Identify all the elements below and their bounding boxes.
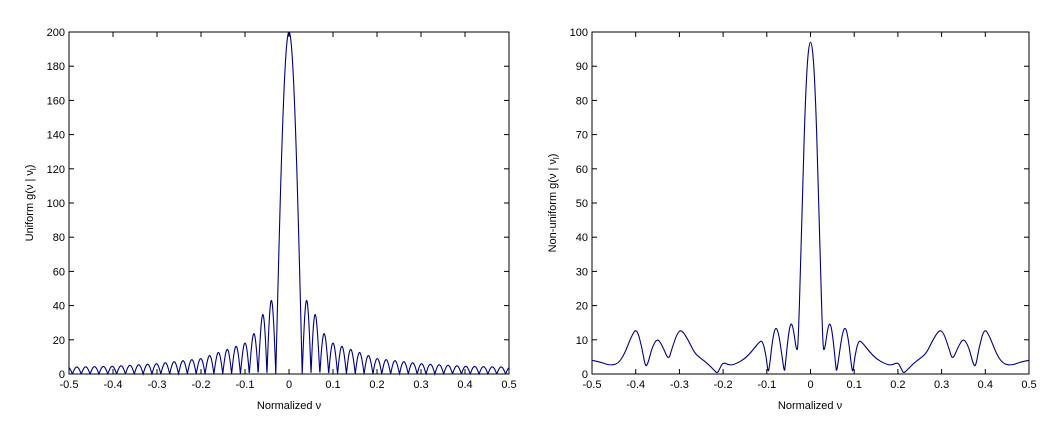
y-tick-label: 20: [53, 335, 65, 347]
y-axis-label-uniform-subscript: l: [29, 168, 38, 170]
x-tick-label: 0.3: [934, 379, 949, 391]
x-ticks-non-uniform: -0.5 -0.4 -0.3 -0.2 -0.1 0 0.1 0.2 0.3 0.4 0.5: [583, 32, 1037, 391]
y-axis-label-non-uniform-close: ): [547, 154, 559, 158]
x-tick-label: 0: [807, 379, 813, 391]
y-tick-label: 60: [53, 266, 65, 278]
x-tick-label: -0.4: [104, 379, 123, 391]
y-tick-label: 100: [570, 27, 588, 39]
x-tick-label: -0.4: [626, 379, 645, 391]
y-tick-label: 200: [47, 27, 65, 39]
y-tick-label: 120: [47, 164, 65, 176]
chart-uniform: 0 20 40 60 80 100 120 140 160 180 200 -0.5 -0.4 -0.3…: [24, 27, 517, 412]
y-tick-label: 20: [576, 301, 588, 313]
x-tick-label: 0.4: [457, 379, 472, 391]
x-tick-label: 0.4: [978, 379, 993, 391]
axes-box-non-uniform: [591, 31, 1030, 375]
y-axis-label-non-uniform-subscript: l: [552, 157, 561, 159]
y-tick-label: 0: [59, 369, 65, 381]
y-axis-label-uniform: Uniform g(ν | νl): [24, 165, 38, 242]
x-tick-label: -0.1: [236, 379, 255, 391]
x-tick-label: 0.1: [847, 379, 862, 391]
x-axis-label-uniform: Normalized ν: [257, 400, 322, 412]
x-tick-label: -0.2: [714, 379, 733, 391]
x-tick-label: 0.2: [369, 379, 384, 391]
x-axis-label-non-uniform: Normalized ν: [778, 400, 843, 412]
y-tick-label: 90: [576, 61, 588, 73]
y-tick-label: 40: [53, 301, 65, 313]
y-axis-label-non-uniform-main: Non-uniform g(ν | ν: [547, 159, 559, 253]
x-ticks-uniform: -0.5 -0.4 -0.3 -0.2 -0.1 0 0.1 0.2 0.3 0.4 0.5: [60, 32, 517, 391]
x-tick-label: 0.5: [501, 379, 516, 391]
y-tick-label: 160: [47, 95, 65, 107]
x-tick-label: -0.5: [60, 379, 79, 391]
y-tick-label: 80: [53, 232, 65, 244]
y-tick-label: 80: [576, 95, 588, 107]
x-tick-label: 0: [286, 379, 292, 391]
x-tick-label: -0.3: [670, 379, 689, 391]
x-tick-label: 0.2: [890, 379, 905, 391]
axes-box-uniform: [68, 31, 510, 375]
x-tick-label: -0.2: [192, 379, 211, 391]
y-tick-label: 100: [47, 198, 65, 210]
y-tick-label: 140: [47, 130, 65, 142]
y-tick-label: 60: [576, 164, 588, 176]
x-tick-label: 0.1: [325, 379, 340, 391]
x-tick-label: -0.3: [148, 379, 167, 391]
y-tick-label: 40: [576, 232, 588, 244]
y-tick-label: 50: [576, 198, 588, 210]
x-tick-label: -0.5: [583, 379, 602, 391]
y-ticks-non-uniform: 0 10 20 30 40 50 60 70 80 90 100: [570, 27, 1029, 381]
x-tick-label: 0.3: [413, 379, 428, 391]
y-tick-label: 70: [576, 130, 588, 142]
y-tick-label: 10: [576, 335, 588, 347]
y-tick-label: 180: [47, 61, 65, 73]
y-ticks-uniform: 0 20 40 60 80 100 120 140 160 180 200: [47, 27, 509, 381]
y-axis-label-uniform-main: Uniform g(ν | ν: [24, 170, 36, 242]
y-tick-label: 30: [576, 266, 588, 278]
series-line-non-uniform: [591, 41, 1030, 374]
x-tick-label: -0.1: [757, 379, 776, 391]
y-axis-label-non-uniform: Non-uniform g(ν | νl): [547, 154, 561, 253]
x-tick-label: 0.5: [1021, 379, 1036, 391]
series-line-uniform: [68, 31, 510, 376]
y-axis-label-uniform-close: ): [24, 165, 36, 169]
y-tick-label: 0: [582, 369, 588, 381]
